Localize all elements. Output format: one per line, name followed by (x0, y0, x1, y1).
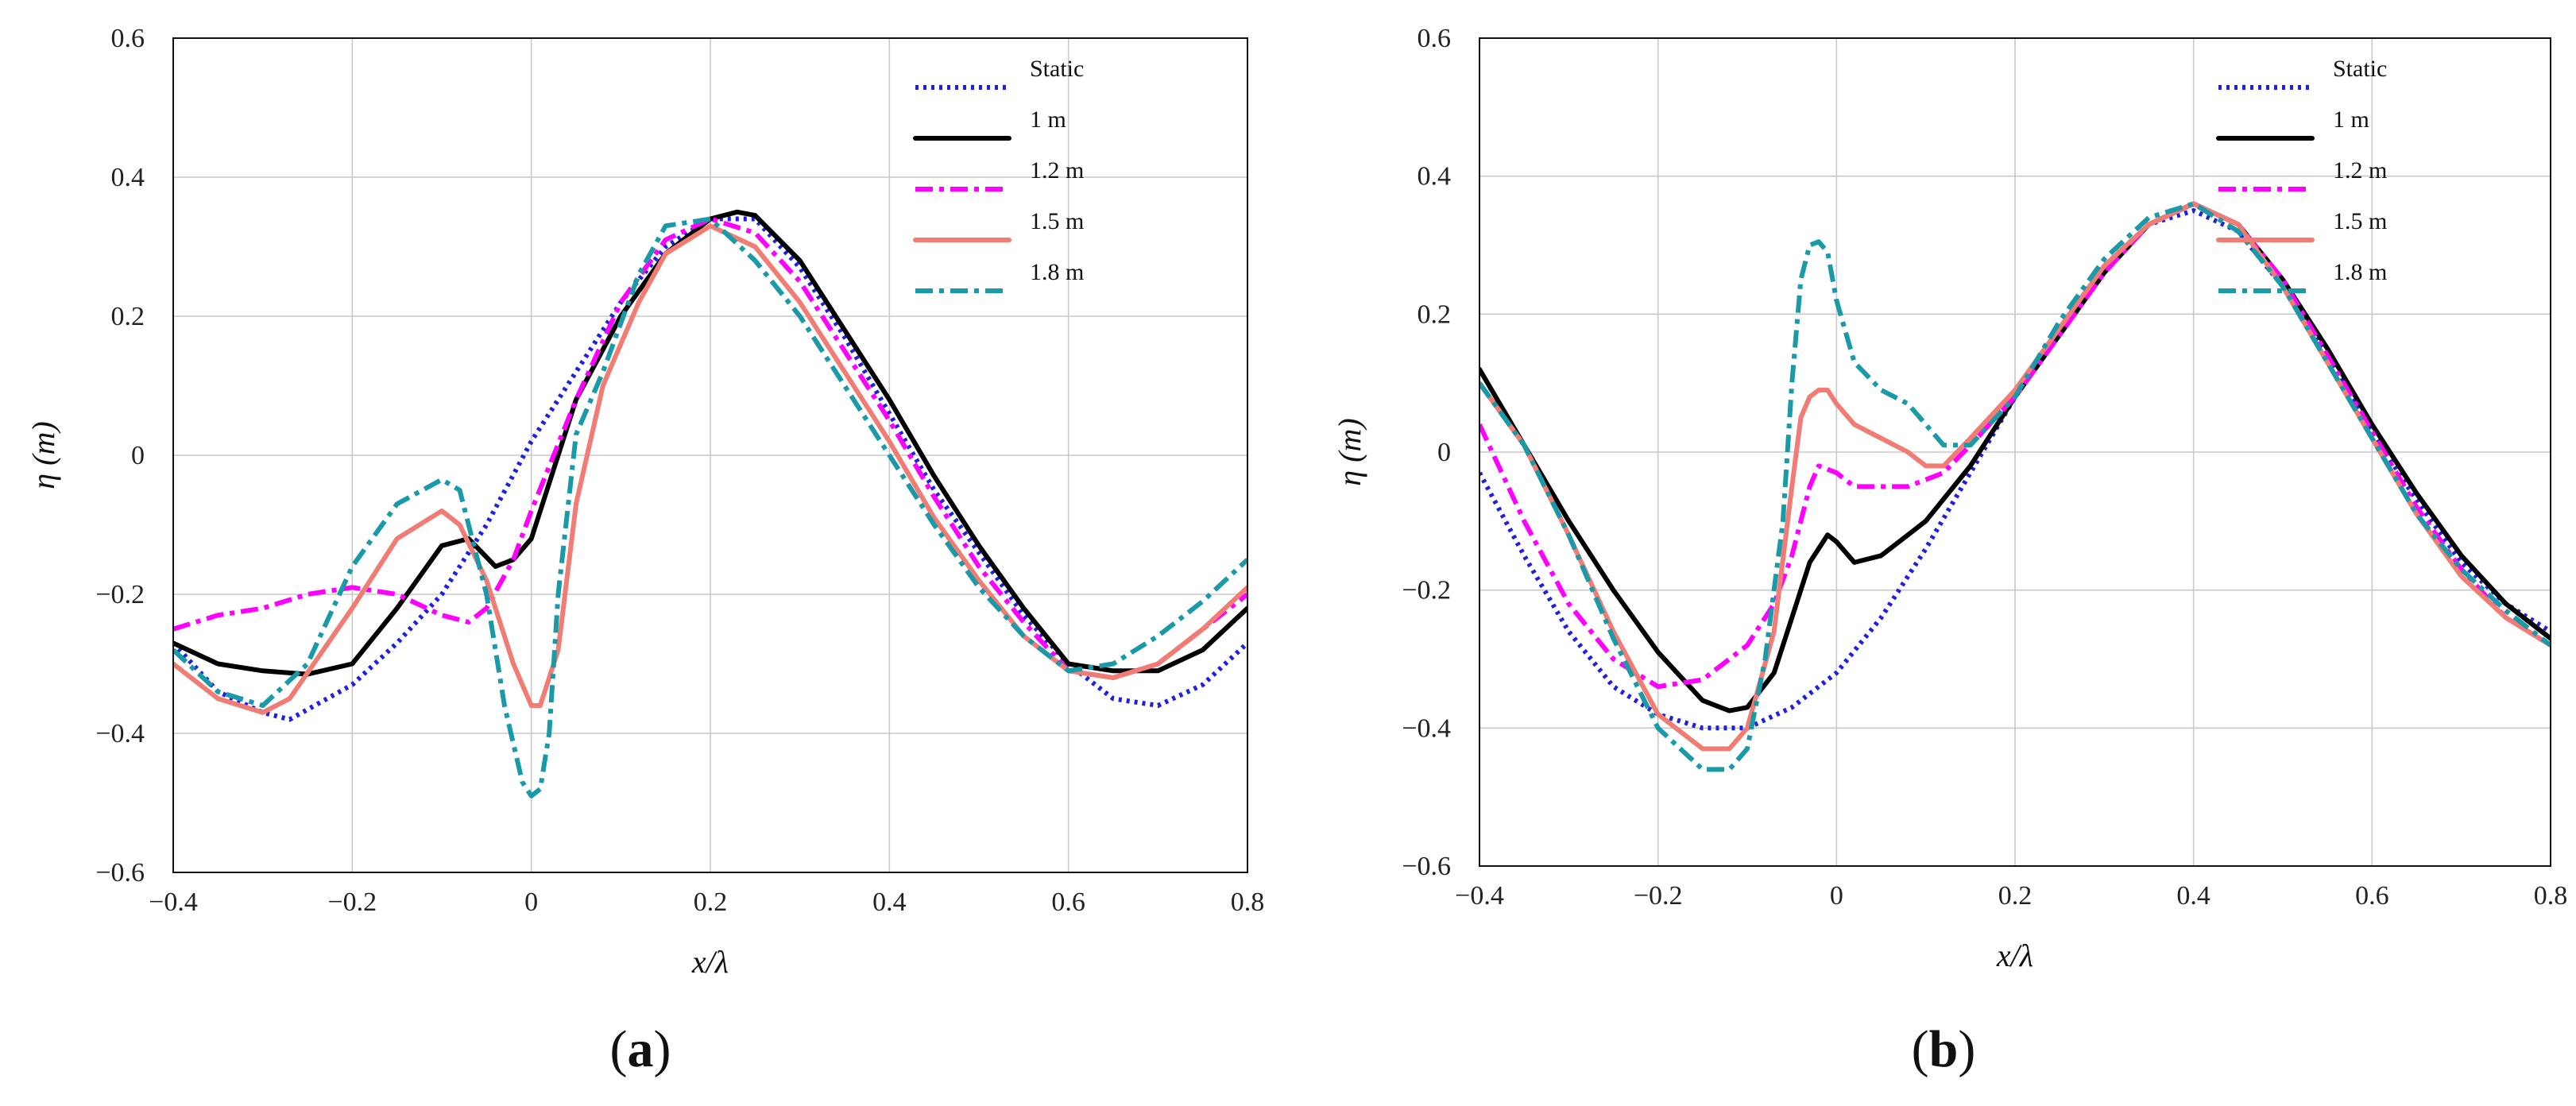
x-tick-label: 0.2 (1998, 881, 2033, 911)
legend-label: 1.2 m (1030, 157, 1084, 184)
x-tick-label: 0 (524, 888, 538, 917)
legend-label: 1.2 m (2333, 157, 2387, 184)
legend-label: Static (1030, 56, 1084, 82)
x-axis-label: x/λ (1996, 938, 2033, 973)
legend-label: 1.5 m (1030, 208, 1084, 234)
x-tick-label: −0.2 (327, 888, 377, 917)
y-tick-label: 0.6 (1418, 24, 1452, 53)
y-tick-label: 0 (1437, 438, 1451, 467)
x-tick-label: 0 (1830, 881, 1843, 911)
legend: Static 1 m 1.2 m 1.5 m 1.8 m (913, 56, 1084, 293)
x-tick-label: 0.6 (1051, 888, 1085, 917)
series-line-1-8-m (1479, 201, 2551, 772)
legend-label: 1.8 m (1030, 259, 1084, 285)
y-tick-label: −0.4 (95, 719, 145, 748)
y-tick-label: −0.2 (1402, 576, 1451, 605)
y-axis-label: η (m) (1332, 418, 1367, 485)
chart-panel-a: −0.4 −0.2 0 0.2 0.4 0.6 0.8−0.6−0.4−0.200.20.4… (25, 24, 1264, 1078)
series-group (1479, 201, 2551, 772)
y-tick-label: 0.4 (1418, 162, 1452, 191)
series-line-1-5-m (1479, 201, 2551, 752)
legend-label: 1.8 m (2333, 259, 2387, 285)
chart-panel-b: −0.4 −0.2 0 0.2 0.4 0.6 0.8−0.6−0.4−0.200.20.4… (1332, 24, 2567, 1078)
legend-label: 1 m (2333, 106, 2369, 133)
x-tick-label: 0.2 (694, 888, 728, 917)
x-tick-label: 0.6 (2355, 881, 2389, 911)
x-tick-label: 0.4 (2176, 881, 2210, 911)
series-line-1-m (173, 209, 1247, 677)
series-line-1-2-m (1479, 201, 2551, 690)
legend: Static 1 m 1.2 m 1.5 m 1.8 m (2216, 56, 2387, 293)
panel-label: (a) (610, 1020, 671, 1078)
legend-label: Static (2333, 56, 2387, 82)
panel-label: (b) (1912, 1020, 1976, 1078)
x-tick-label: 0.8 (2534, 881, 2568, 911)
x-tick-label: 0.8 (1231, 888, 1265, 917)
x-axis-label: x/λ (691, 944, 729, 980)
y-tick-label: −0.4 (1402, 713, 1451, 743)
x-tick-label: −0.2 (1634, 881, 1683, 911)
y-axis-label: η (m) (25, 421, 61, 489)
x-tick-label: −0.4 (1455, 881, 1504, 911)
plot-frame (1479, 37, 2551, 867)
series-group (173, 209, 1247, 799)
y-tick-label: 0 (131, 441, 145, 470)
y-tick-label: 0.2 (1418, 300, 1452, 329)
plot-frame (172, 37, 1248, 873)
y-tick-label: 0.6 (111, 24, 145, 53)
series-line-1-m (1479, 201, 2551, 713)
x-tick-label: 0.4 (872, 888, 907, 917)
y-tick-label: −0.6 (1402, 852, 1451, 881)
legend-label: 1 m (1030, 106, 1066, 133)
series-line-1-8-m (173, 216, 1247, 799)
y-tick-label: 0.4 (111, 163, 145, 192)
x-tick-label: −0.4 (149, 888, 198, 917)
y-tick-label: −0.2 (95, 580, 145, 609)
series-line-1-2-m (173, 216, 1247, 680)
y-tick-label: 0.2 (111, 302, 145, 331)
y-tick-label: −0.6 (95, 858, 145, 888)
legend-label: 1.5 m (2333, 208, 2387, 234)
